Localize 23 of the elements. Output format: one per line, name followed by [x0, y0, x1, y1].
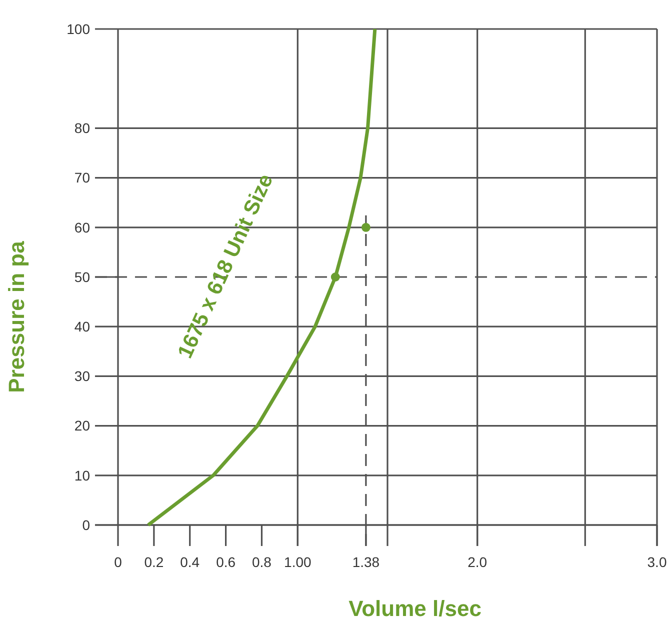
x-tick-label: 1.00	[284, 554, 312, 570]
x-tick-label: 0.4	[180, 554, 200, 570]
x-tick-label: 0.8	[252, 554, 272, 570]
x-axis-title: Volume l/sec	[348, 596, 482, 621]
y-tick-label: 30	[74, 368, 90, 384]
y-axis-title: Pressure in pa	[4, 240, 29, 393]
y-tick-label: 50	[74, 268, 90, 285]
x-tick-label: 0.2	[144, 554, 164, 570]
y-tick-label: 70	[74, 170, 90, 186]
x-tick-label: 2.0	[468, 554, 488, 570]
x-tick-label: 0	[114, 554, 122, 570]
x-tick-label: 1.38	[352, 554, 380, 570]
x-tick-label: 3.0	[647, 554, 667, 570]
y-tick-label: 80	[74, 120, 90, 136]
x-tick-label: 0.6	[216, 554, 236, 570]
y-tick-label: 100	[66, 20, 90, 37]
y-tick-label: 20	[74, 418, 90, 434]
y-tick-label: 40	[74, 318, 90, 334]
y-tick-label: 60	[74, 219, 90, 236]
y-tick-label: 10	[74, 467, 90, 484]
line-series	[146, 27, 377, 527]
text: 1675 x 618 Unit Size	[174, 170, 278, 362]
y-tick-label: 0	[82, 516, 90, 533]
